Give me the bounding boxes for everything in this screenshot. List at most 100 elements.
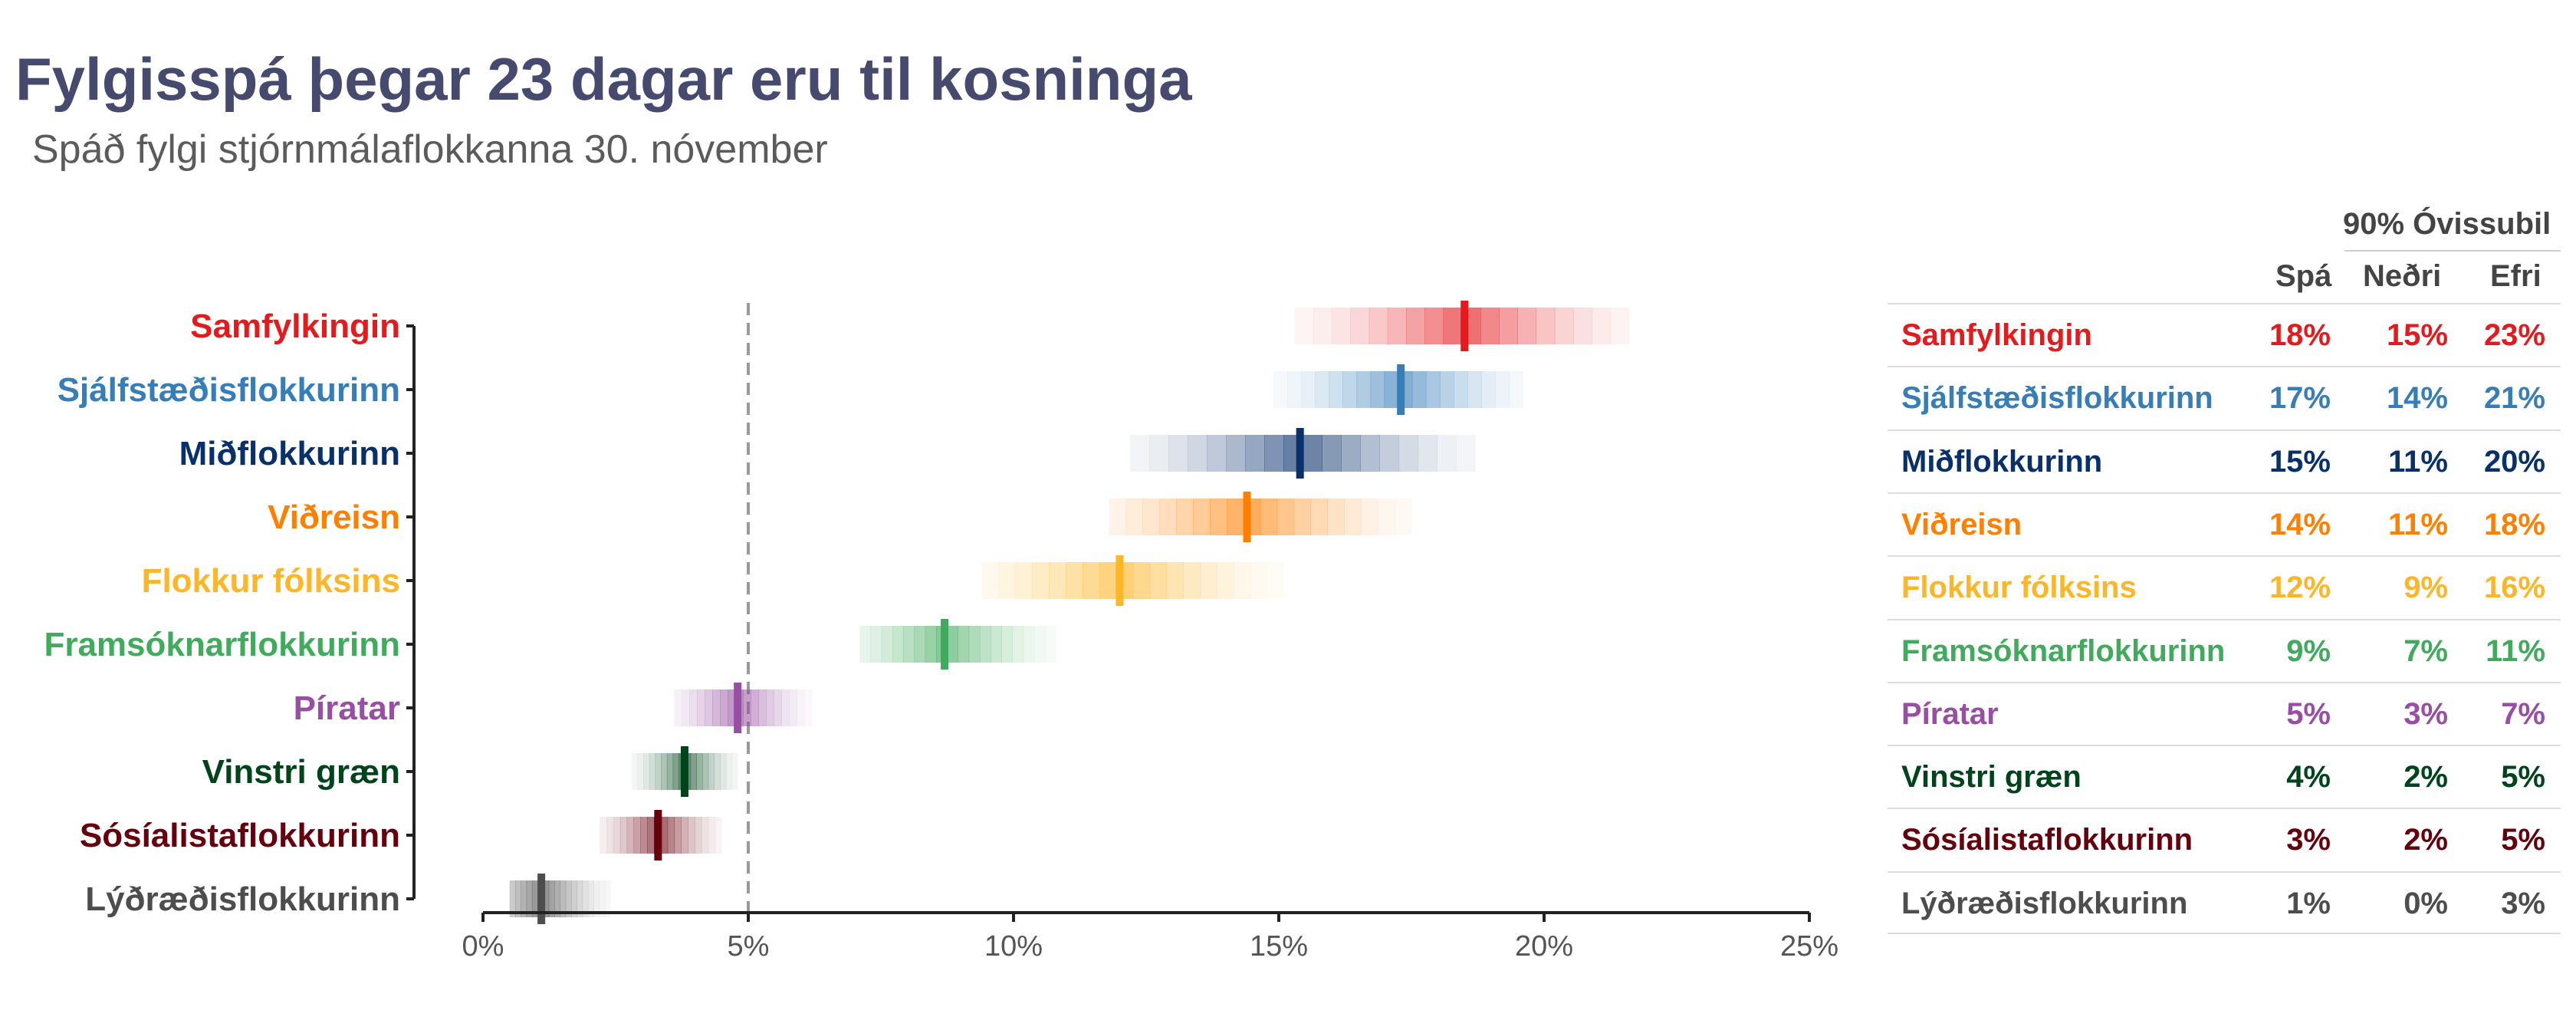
party-label: Vinstri græn <box>202 753 400 791</box>
interval-segment <box>1610 308 1630 344</box>
interval-segment <box>600 817 607 854</box>
table-cell-nedri: 14% <box>2386 381 2448 416</box>
interval-band <box>1273 371 1523 408</box>
point-estimate-marker <box>680 746 688 797</box>
interval-segment <box>1166 562 1184 599</box>
interval-segment <box>1066 562 1083 599</box>
interval-segment <box>1130 435 1150 472</box>
interval-segment <box>660 817 669 854</box>
interval-segment <box>1341 435 1361 472</box>
interval-segment <box>914 626 926 663</box>
interval-segment <box>548 880 555 917</box>
interval-segment <box>998 562 1016 599</box>
interval-segment <box>1467 371 1482 408</box>
party-label: Flokkur fólksins <box>142 562 400 600</box>
interval-segment <box>672 753 679 790</box>
interval-segment <box>1310 499 1329 535</box>
interval-segment <box>1142 499 1160 535</box>
table-row: Vinstri græn 4% 2% 5% <box>1888 745 2561 808</box>
interval-segment <box>1049 562 1066 599</box>
point-estimate-marker <box>537 874 546 924</box>
interval-segment <box>789 689 797 726</box>
interval-segment <box>689 689 698 726</box>
interval-segment <box>1149 562 1168 599</box>
table-cell-efri: 3% <box>2501 886 2545 920</box>
interval-segment <box>708 817 716 854</box>
interval-segment <box>1260 499 1278 535</box>
table-row: Samfylkingin 18% 15% 23% <box>1888 303 2561 366</box>
table-cell-spa: 3% <box>2286 823 2331 857</box>
table-cell-spa: 4% <box>2286 760 2331 795</box>
table-cell-nedri: 0% <box>2404 886 2448 920</box>
interval-segment <box>577 880 583 917</box>
interval-segment <box>661 753 668 790</box>
interval-band <box>1109 499 1412 535</box>
point-estimate-marker <box>941 619 949 670</box>
interval-segment <box>714 753 721 790</box>
interval-segment <box>1456 435 1476 472</box>
point-estimate-marker <box>1243 492 1251 542</box>
table-row: Píratar 5% 3% 7% <box>1888 681 2561 745</box>
interval-segment <box>1344 499 1362 535</box>
interval-segment <box>1033 626 1046 663</box>
interval-segment <box>715 817 722 854</box>
table-group-rule <box>2344 250 2561 252</box>
interval-segment <box>1418 435 1438 472</box>
table-header-efri: Efri <box>2490 259 2542 293</box>
table-cell-spa: 18% <box>2269 318 2331 352</box>
interval-segment <box>1188 435 1208 472</box>
party-label: Miðflokkurinn <box>179 435 400 472</box>
interval-segment <box>1012 626 1024 663</box>
table-cell-efri: 18% <box>2483 507 2545 541</box>
interval-segment <box>1045 626 1056 663</box>
interval-segment <box>1015 562 1033 599</box>
table-row: Sjálfstæðisflokkurinn 17% 14% 21% <box>1888 366 2561 429</box>
table-cell-party: Miðflokkurinn <box>1901 444 2103 479</box>
table-cell-spa: 15% <box>2269 444 2331 479</box>
x-tick-label: 15% <box>1250 930 1308 963</box>
table-cell-nedri: 15% <box>2386 318 2448 352</box>
interval-segment <box>1443 308 1463 344</box>
interval-segment <box>1149 435 1169 472</box>
interval-segment <box>640 817 648 854</box>
party-label: Sósíalistaflokkurinn <box>80 817 400 854</box>
interval-segment <box>1276 499 1295 535</box>
interval-segment <box>947 626 958 663</box>
table-row: Miðflokkurinn 15% 11% 20% <box>1888 429 2561 492</box>
x-tick-label: 20% <box>1515 930 1573 963</box>
table-row: Framsóknarflokkurinn 9% 7% 11% <box>1888 618 2561 682</box>
interval-segment <box>1356 371 1372 408</box>
interval-segment <box>626 817 635 854</box>
interval-segment <box>1226 499 1244 535</box>
interval-segment <box>731 753 738 790</box>
point-estimate-marker <box>1116 555 1124 606</box>
interval-segment <box>1437 435 1457 472</box>
interval-segment <box>587 880 594 917</box>
interval-segment <box>870 626 882 663</box>
table-group-header: 90% Óvissubil <box>2343 207 2551 241</box>
point-estimate-marker <box>1397 364 1405 415</box>
table-cell-spa: 9% <box>2286 633 2331 668</box>
interval-segment <box>991 626 1002 663</box>
table-cell-nedri: 3% <box>2404 696 2448 731</box>
interval-segment <box>1293 499 1312 535</box>
interval-segment <box>565 880 572 917</box>
interval-segment <box>667 817 675 854</box>
x-tick-label: 10% <box>984 930 1043 963</box>
interval-segment <box>1554 308 1574 344</box>
interval-segment <box>1453 371 1468 408</box>
interval-segment <box>1226 435 1246 472</box>
interval-segment <box>712 689 721 726</box>
point-estimate-marker <box>654 810 662 861</box>
interval-segment <box>570 880 577 917</box>
interval-segment <box>521 880 527 917</box>
interval-segment <box>1125 499 1143 535</box>
interval-segment <box>1592 308 1612 344</box>
interval-segment <box>695 817 702 854</box>
interval-segment <box>781 689 790 726</box>
interval-segment <box>514 880 521 917</box>
x-tick-label: 25% <box>1780 930 1838 963</box>
interval-segment <box>1536 308 1556 344</box>
interval-segment <box>1099 562 1117 599</box>
interval-segment <box>979 626 991 663</box>
